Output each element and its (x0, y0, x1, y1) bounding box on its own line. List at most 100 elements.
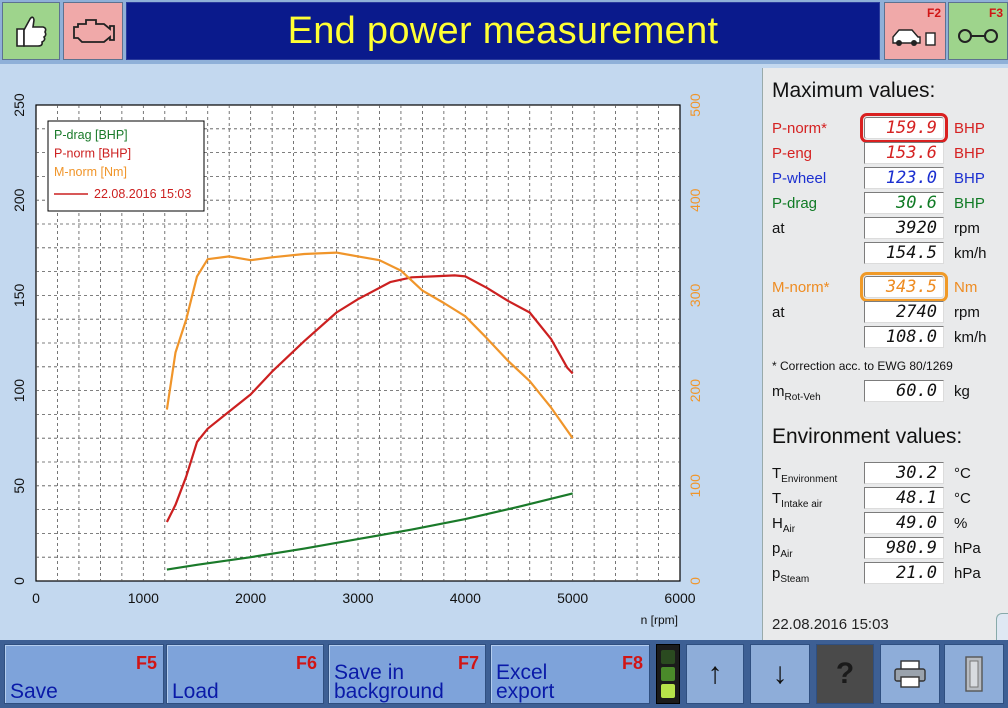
max-row-p-eng: P-eng 153.6 BHP (763, 141, 1008, 165)
load-button[interactable]: F6 Load (166, 644, 324, 704)
help-button[interactable]: ? (816, 644, 874, 704)
exit-button[interactable] (944, 644, 1004, 704)
roller-button[interactable]: F3 (948, 2, 1008, 60)
engine-button[interactable] (63, 2, 123, 60)
save-in-background-button[interactable]: F7 Save in background (328, 644, 486, 704)
at-label: at (772, 304, 785, 321)
print-button[interactable] (880, 644, 940, 704)
legend-entry: M-norm [Nm] (54, 165, 127, 179)
p-eng-unit: BHP (954, 145, 985, 162)
legend-entry: P-norm [BHP] (54, 147, 131, 161)
y-right-tick-label: 100 (687, 474, 703, 498)
t-environment-unit: °C (954, 465, 971, 482)
correction-footnote: * Correction acc. to EWG 80/1269 (772, 359, 953, 373)
indicator-led-top (661, 650, 675, 664)
kmh-unit: km/h (954, 329, 987, 346)
p-steam-label: pSteam (772, 565, 810, 585)
excel-export-label: Excel export (496, 661, 555, 703)
exit-door-icon (965, 656, 983, 692)
y-left-tick-label: 250 (11, 93, 27, 117)
mrot-unit: kg (954, 383, 970, 400)
m-norm-unit: Nm (954, 279, 978, 296)
env-row-h-air: HAir 49.0 % (763, 511, 1008, 535)
arrow-down-icon: ↓ (772, 657, 788, 690)
max-row-p-norm: P-norm* 159.9 BHP (763, 113, 1008, 143)
p-steam-unit: hPa (954, 565, 981, 582)
x-tick-label: 3000 (342, 590, 373, 606)
excel-export-button[interactable]: F8 Excel export (490, 644, 650, 704)
p-wheel-unit: BHP (954, 170, 985, 187)
p-norm-label: P-norm* (772, 120, 828, 137)
mrot-row: mRot-Veh 60.0 kg (763, 379, 1008, 403)
env-row-p-air: pAir 980.9 hPa (763, 536, 1008, 560)
printer-icon (894, 660, 926, 688)
h-air-value: 49.0 (864, 512, 944, 534)
torque-speed-value: 108.0 (864, 326, 944, 348)
x-tick-label: 6000 (664, 590, 695, 606)
ok-button[interactable] (2, 2, 60, 60)
p-norm-value: 159.9 (860, 113, 948, 143)
x-axis-label: n [rpm] (641, 613, 678, 627)
mrot-label: mRot-Veh (772, 383, 821, 403)
x-tick-label: 4000 (450, 590, 481, 606)
scroll-down-button[interactable]: ↓ (750, 644, 810, 704)
f8-key-label: F8 (621, 653, 643, 673)
f6-key-label: F6 (295, 653, 317, 673)
y-left-tick-label: 200 (11, 188, 27, 212)
p-air-label: pAir (772, 540, 793, 560)
values-panel: Maximum values: P-norm* 159.9 BHP P-eng … (762, 68, 1008, 659)
f3-key-label: F3 (988, 6, 1003, 20)
indicator-led-bottom (661, 684, 675, 698)
x-tick-label: 5000 (557, 590, 588, 606)
power-speed-value: 154.5 (864, 242, 944, 264)
help-icon: ? (835, 657, 855, 690)
x-tick-label: 0 (32, 590, 40, 606)
traffic-light-indicator (656, 644, 680, 704)
y-right-tick-label: 300 (687, 284, 703, 308)
vehicle-on-dyno-icon (892, 29, 936, 46)
title-bar: End power measurement (126, 2, 880, 60)
y-right-tick-label: 500 (687, 93, 703, 117)
env-row-p-steam: pSteam 21.0 hPa (763, 561, 1008, 585)
save-in-background-label: Save in background (334, 661, 444, 703)
h-air-label: HAir (772, 515, 796, 535)
mrot-value: 60.0 (864, 380, 944, 402)
max-row-at-rpm: at 3920 rpm (763, 216, 1008, 240)
h-air-unit: % (954, 515, 968, 532)
kmh-unit: km/h (954, 245, 987, 262)
arrow-up-icon: ↑ (707, 657, 723, 690)
f2-key-label: F2 (926, 6, 941, 20)
max-row-m-norm: M-norm* 343.5 Nm (763, 272, 1008, 302)
m-norm-value: 343.5 (860, 272, 948, 302)
maximum-values-heading: Maximum values: (772, 79, 936, 102)
measurement-timestamp: 22.08.2016 15:03 (772, 616, 889, 633)
p-wheel-value: 123.0 (864, 167, 944, 189)
bottom-toolbar: F5 Save F6 Load F7 Save in background F8 … (0, 640, 1008, 708)
vehicle-button[interactable]: F2 (884, 2, 946, 60)
max-row-torque-rpm: at 2740 rpm (763, 300, 1008, 324)
torque-rpm-value: 2740 (864, 301, 944, 323)
engine-icon (73, 19, 115, 43)
roller-icon (958, 29, 998, 43)
scroll-up-button[interactable]: ↑ (686, 644, 744, 704)
power-chart-panel: 0 1000 2000 3000 4000 5000 6000 n [rpm] 0 50 100 15… (0, 68, 760, 640)
environment-values-heading: Environment values: (772, 425, 963, 448)
page-title: End power measurement (287, 9, 719, 52)
save-label: Save (10, 680, 58, 703)
y-left-tick-label: 150 (11, 284, 27, 308)
t-intake-label: TIntake air (772, 490, 823, 510)
env-row-t-intake: TIntake air 48.1 °C (763, 486, 1008, 510)
y-left-tick-label: 100 (11, 379, 27, 403)
y-right-tick-label: 400 (687, 188, 703, 212)
t-environment-value: 30.2 (864, 462, 944, 484)
t-intake-value: 48.1 (864, 487, 944, 509)
top-bar: End power measurement F2 F3 (0, 0, 1008, 64)
max-row-speed: 154.5 km/h (763, 241, 1008, 265)
max-row-p-drag: P-drag 30.6 BHP (763, 191, 1008, 215)
x-tick-label: 2000 (235, 590, 266, 606)
p-drag-value: 30.6 (864, 192, 944, 214)
save-button[interactable]: F5 Save (4, 644, 164, 704)
p-drag-unit: BHP (954, 195, 985, 212)
t-environment-label: TEnvironment (772, 465, 838, 485)
